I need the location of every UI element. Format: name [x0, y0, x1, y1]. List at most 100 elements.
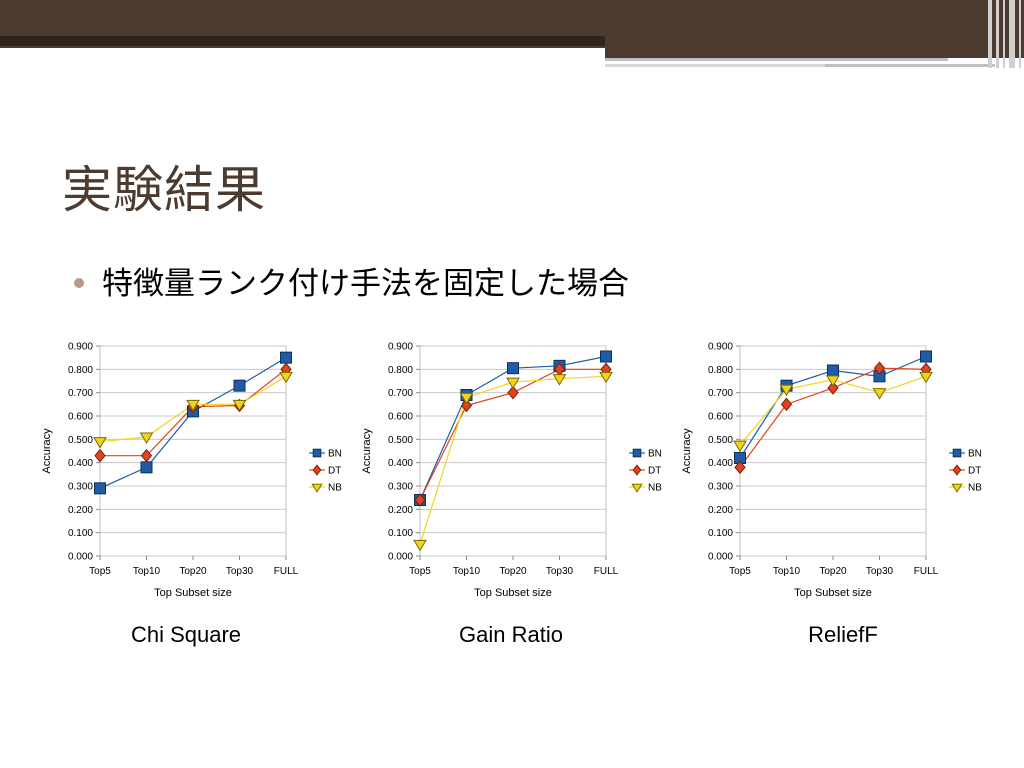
y-tick-label: 0.100: [68, 528, 93, 539]
marker-diamond: [632, 464, 642, 476]
chart-caption-chi-square: Chi Square: [130, 622, 242, 647]
chart-gain-ratio: 0.000 0.100 0.200 0.300 0.400 0.500 0.600 0.700…: [361, 342, 662, 600]
y-tick-label: 0.800: [68, 365, 93, 376]
x-tick-label: Top30: [866, 566, 894, 577]
legend-label: DT: [648, 466, 661, 477]
y-tick-label: 0.600: [708, 412, 733, 423]
y-tick-label: 0.100: [388, 528, 413, 539]
y-tick-label: 0.300: [388, 482, 413, 493]
marker-triangle: [951, 483, 963, 493]
decor-bar: [1009, 0, 1015, 68]
marker-square: [827, 364, 839, 377]
y-tick-label: 0.800: [708, 365, 733, 376]
marker-diamond: [312, 464, 322, 476]
y-tick-label: 0.900: [708, 342, 733, 353]
marker-triangle: [139, 432, 154, 444]
marker-diamond: [140, 448, 153, 463]
y-tick-label: 0.000: [708, 552, 733, 563]
y-tick-label: 0.000: [388, 552, 413, 563]
x-tick-label: Top5: [409, 566, 431, 577]
y-axis-label: Accuracy: [41, 428, 53, 474]
marker-triangle: [826, 375, 840, 387]
y-tick-label: 0.200: [388, 505, 413, 516]
y-tick-label: 0.500: [388, 435, 413, 446]
x-tick-label: Top10: [453, 566, 481, 577]
marker-square: [632, 448, 642, 458]
marker-square: [507, 362, 519, 375]
y-axis-label: Accuracy: [681, 428, 693, 474]
header-band-right: [605, 0, 1024, 58]
x-tick-label: Top10: [133, 566, 161, 577]
y-tick-label: 0.200: [68, 505, 93, 516]
x-axis-label: Top Subset size: [474, 587, 552, 599]
chart-relieff: 0.000 0.100 0.200 0.300 0.400 0.500 0.600 0.700…: [681, 342, 982, 600]
x-tick-label: Top20: [179, 566, 207, 577]
marker-triangle: [779, 384, 794, 397]
y-tick-label: 0.700: [708, 388, 733, 399]
marker-diamond: [734, 460, 746, 475]
bullet-item: 特徴量ランク付け手法を固定した場合: [74, 258, 629, 303]
bullet-text: 特徴量ランク付け手法を固定した場合: [102, 266, 629, 302]
y-tick-label: 0.500: [68, 435, 93, 446]
x-tick-label: FULL: [274, 566, 299, 577]
marker-square: [280, 351, 292, 364]
marker-square: [140, 461, 153, 474]
y-tick-label: 0.100: [708, 528, 733, 539]
marker-square: [233, 379, 246, 392]
marker-diamond: [827, 381, 839, 395]
y-tick-label: 0.700: [68, 388, 93, 399]
chart-caption-relieff: ReliefF: [808, 622, 878, 647]
y-tick-label: 0.500: [708, 435, 733, 446]
marker-triangle: [232, 399, 247, 412]
marker-diamond: [414, 493, 426, 507]
x-axis-label: Top Subset size: [794, 587, 872, 599]
marker-square: [312, 448, 322, 458]
decor-line: [825, 64, 995, 67]
x-tick-label: FULL: [914, 566, 939, 577]
decor-bar: [1003, 0, 1005, 68]
legend-label: NB: [648, 483, 662, 494]
x-tick-label: Top30: [546, 566, 574, 577]
marker-square: [920, 350, 932, 363]
decor-line: [605, 58, 948, 61]
marker-triangle: [93, 437, 107, 449]
decor-line: [605, 64, 825, 67]
decor-bar: [996, 0, 999, 68]
plot-area: [99, 345, 287, 557]
decor-bar: [1019, 0, 1021, 68]
marker-triangle: [552, 374, 567, 386]
x-tick-label: Top5: [89, 566, 111, 577]
legend-label: BN: [648, 449, 662, 460]
marker-triangle: [311, 483, 323, 493]
legend-label: NB: [328, 483, 342, 494]
marker-diamond: [873, 361, 886, 375]
x-tick-label: Top10: [773, 566, 801, 577]
y-tick-label: 0.300: [708, 482, 733, 493]
y-tick-label: 0.600: [68, 412, 93, 423]
x-axis-label: Top Subset size: [154, 587, 232, 599]
decor-bar: [988, 0, 992, 68]
marker-diamond: [94, 448, 106, 463]
chart-chi-square: 0.000 0.100 0.200 0.300 0.400 0.500 0.600 0.700…: [41, 342, 342, 600]
legend-label: DT: [328, 466, 341, 477]
y-tick-label: 0.700: [388, 388, 413, 399]
marker-triangle: [279, 371, 293, 384]
y-tick-label: 0.400: [708, 458, 733, 469]
legend-label: NB: [968, 483, 982, 494]
y-tick-label: 0.200: [708, 505, 733, 516]
y-tick-label: 0.800: [388, 365, 413, 376]
header-shadow-strip: [0, 36, 605, 46]
marker-triangle: [733, 440, 747, 453]
marker-diamond: [507, 385, 519, 400]
y-tick-label: 0.600: [388, 412, 413, 423]
marker-diamond: [780, 397, 793, 412]
y-tick-label: 0.000: [68, 552, 93, 563]
marker-diamond: [460, 398, 473, 413]
y-axis-label: Accuracy: [361, 428, 373, 474]
legend-label: BN: [328, 449, 342, 460]
y-tick-label: 0.400: [388, 458, 413, 469]
bullet-dot-icon: [74, 277, 84, 288]
marker-triangle: [186, 399, 200, 412]
x-tick-label: Top30: [226, 566, 254, 577]
marker-square: [600, 350, 612, 363]
